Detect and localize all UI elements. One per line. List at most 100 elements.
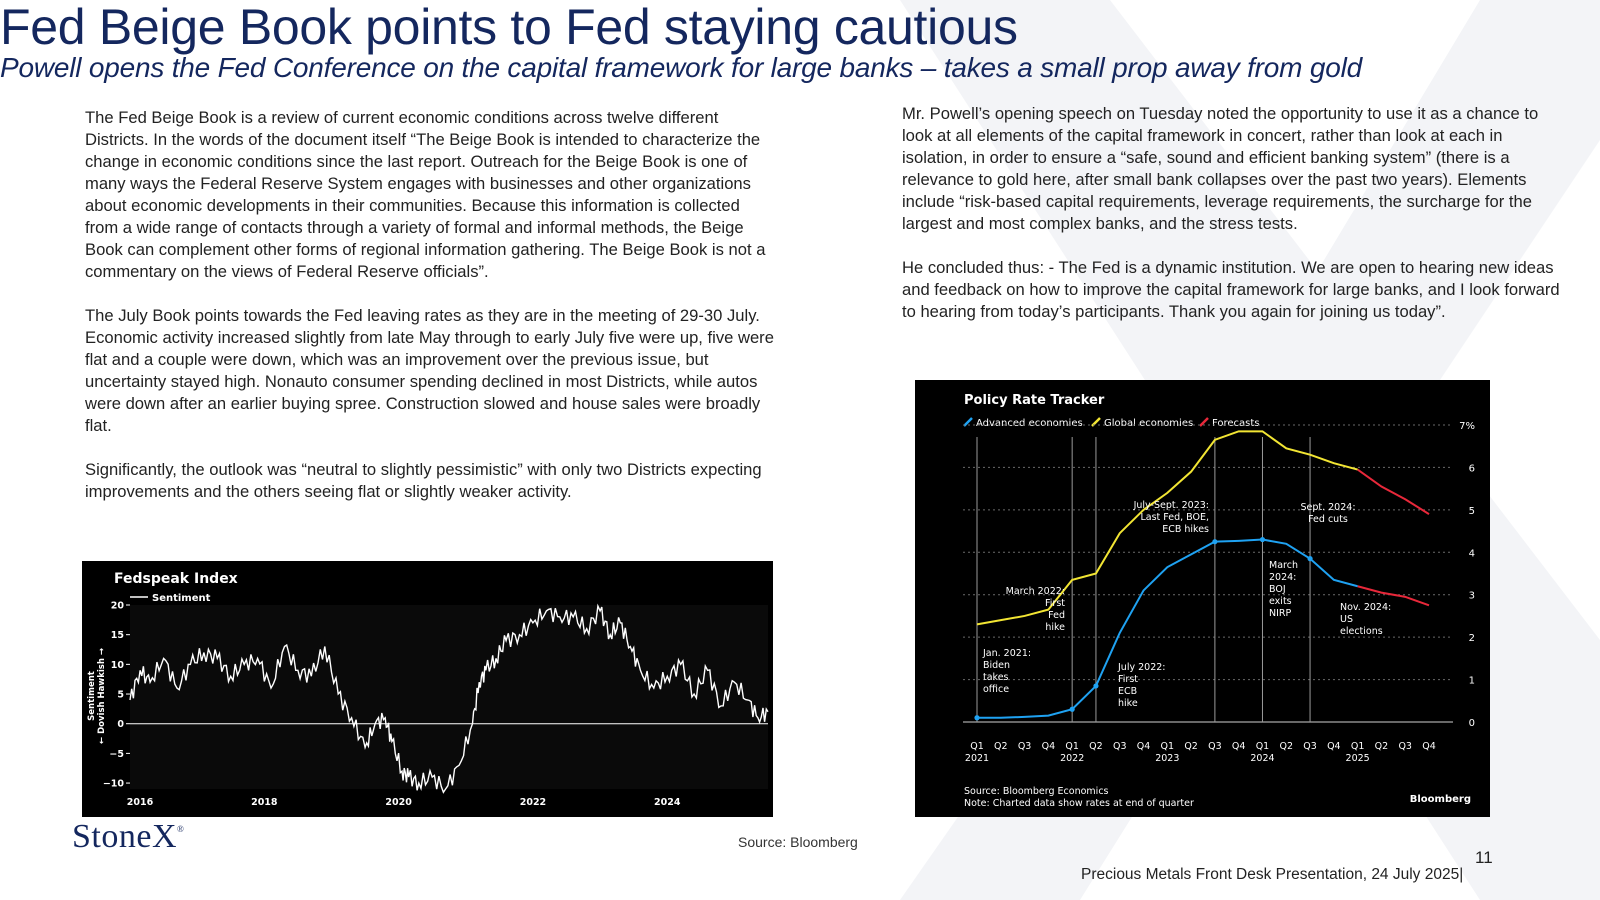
- policy-year-label: 2023: [1155, 753, 1179, 764]
- policy-annotation-line: ECB hikes: [1162, 524, 1209, 535]
- fedspeak-title: Fedspeak Index: [114, 571, 238, 587]
- policy-annotation-line: NIRP: [1269, 608, 1292, 619]
- policy-annotation-line: March: [1269, 560, 1298, 571]
- policy-quarter-label: Q2: [1089, 741, 1103, 752]
- fedspeak-ytick-label: 20: [111, 601, 125, 612]
- policy-ytick-label: 5: [1469, 506, 1475, 517]
- policy-quarter-label: Q3: [1018, 741, 1032, 752]
- policy-quarter-label: Q1: [970, 741, 984, 752]
- policy-quarter-label: Q3: [1303, 741, 1317, 752]
- fedspeak-xtick-label: 2020: [385, 797, 412, 808]
- policy-quarter-label: Q3: [1398, 741, 1412, 752]
- fedspeak-ytick-label: 15: [111, 630, 124, 641]
- fedspeak-xtick-label: 2022: [520, 797, 546, 808]
- policy-title: Policy Rate Tracker: [964, 393, 1105, 408]
- policy-annotation-line: BOJ: [1269, 584, 1286, 595]
- policy-brand: Bloomberg: [1410, 794, 1471, 805]
- policy-quarter-label: Q4: [1422, 741, 1436, 752]
- left-text-column: The Fed Beige Book is a review of curren…: [85, 107, 775, 525]
- policy-quarter-label: Q1: [1256, 741, 1270, 752]
- policy-chart-svg: Policy Rate Tracker Advanced economies Gl…: [963, 393, 1475, 809]
- advanced-event-point: [1069, 706, 1075, 712]
- policy-annotation-line: hike: [1045, 622, 1065, 633]
- fedspeak-legend-label: Sentiment: [152, 593, 211, 604]
- policy-annotation-line: 2024:: [1269, 572, 1296, 583]
- source-note: Source: Bloomberg: [738, 834, 858, 850]
- policy-annotation-line: exits: [1269, 596, 1292, 607]
- policy-quarter-label: Q2: [994, 741, 1008, 752]
- policy-quarter-label: Q4: [1137, 741, 1151, 752]
- policy-annotation-line: Last Fed, BOE,: [1140, 512, 1209, 523]
- fedspeak-sentiment-line: [129, 603, 769, 794]
- policy-annotation-line: Fed: [1048, 610, 1065, 621]
- fedspeak-plot-area: [130, 605, 768, 789]
- page-subtitle: Powell opens the Fed Conference on the c…: [0, 52, 1363, 83]
- policy-ytick-label: 2: [1469, 633, 1475, 644]
- advanced-event-point: [1212, 539, 1218, 545]
- policy-legend-swatch: [1199, 417, 1209, 427]
- advanced-event-point: [1259, 536, 1266, 543]
- policy-year-label: 2022: [1060, 753, 1084, 764]
- advanced-event-point: [1093, 683, 1099, 689]
- fedspeak-ytick-label: −5: [109, 749, 124, 760]
- policy-ytick-label: 7%: [1459, 421, 1475, 432]
- fedspeak-ylabel-top: Sentiment: [87, 671, 97, 721]
- policy-annotation-line: office: [983, 684, 1009, 695]
- page-title: Fed Beige Book points to Fed staying cau…: [0, 0, 1018, 55]
- policy-quarter-label: Q1: [1065, 741, 1079, 752]
- policy-ytick-label: 0: [1469, 718, 1475, 729]
- policy-annotation-line: hike: [1118, 698, 1138, 709]
- policy-annotation-line: First: [1118, 674, 1138, 685]
- policy-annotation-line: Fed cuts: [1308, 514, 1348, 525]
- policy-annotation-line: July-Sept. 2023:: [1133, 500, 1209, 511]
- paragraph-july-book: The July Book points towards the Fed lea…: [85, 306, 774, 435]
- policy-legend-label: Global economies: [1104, 418, 1193, 429]
- fedspeak-ytick-label: 5: [117, 690, 124, 701]
- fedspeak-chart-svg: Fedspeak Index Sentiment Sentiment ← Dov…: [87, 571, 769, 808]
- footer-text: Precious Metals Front Desk Presentation,…: [1081, 866, 1464, 883]
- policy-ytick-label: 3: [1469, 591, 1475, 602]
- fedspeak-xtick-label: 2016: [127, 797, 154, 808]
- stonex-logo: StoneX®: [72, 818, 184, 856]
- policy-annotation-line: ECB: [1118, 686, 1137, 697]
- policy-annotation-line: March 2022:: [1006, 586, 1065, 597]
- policy-rate-tracker-chart: Policy Rate Tracker Advanced economies Gl…: [915, 380, 1490, 817]
- policy-quarter-label: Q2: [1184, 741, 1198, 752]
- policy-legend-swatch: [963, 417, 973, 427]
- policy-annotation-line: July 2022:: [1117, 662, 1165, 673]
- policy-annotation-line: elections: [1340, 626, 1383, 637]
- policy-annotation-line: Sept. 2024:: [1300, 502, 1355, 513]
- policy-annotation-line: Nov. 2024:: [1340, 602, 1391, 613]
- policy-quarter-label: Q3: [1208, 741, 1222, 752]
- policy-annotation-line: Biden: [983, 660, 1010, 671]
- policy-legend-label: Forecasts: [1212, 418, 1260, 429]
- policy-year-label: 2025: [1346, 753, 1370, 764]
- policy-quarter-label: Q1: [1351, 741, 1365, 752]
- global-economies-line: [976, 430, 1358, 626]
- policy-quarter-label: Q4: [1042, 741, 1056, 752]
- policy-annotation-line: US: [1340, 614, 1353, 625]
- policy-quarter-label: Q1: [1161, 741, 1175, 752]
- policy-year-label: 2024: [1250, 753, 1274, 764]
- global-forecast-line: [1357, 468, 1430, 515]
- policy-ytick-label: 1: [1469, 676, 1475, 687]
- policy-ytick-label: 6: [1469, 463, 1475, 474]
- policy-annotation-line: First: [1045, 598, 1065, 609]
- policy-note: Note: Charted data show rates at end of …: [964, 798, 1194, 809]
- policy-source: Source: Bloomberg Economics: [964, 786, 1109, 797]
- fedspeak-ylabel: ← Dovish Hawkish →: [97, 648, 107, 744]
- paragraph-outlook: Significantly, the outlook was “neutral …: [85, 460, 762, 501]
- fedspeak-xtick-label: 2018: [251, 797, 278, 808]
- policy-year-label: 2021: [965, 753, 989, 764]
- policy-ytick-label: 4: [1469, 548, 1475, 559]
- policy-quarter-label: Q2: [1279, 741, 1293, 752]
- paragraph-beige-book-intro: The Fed Beige Book is a review of curren…: [85, 108, 766, 281]
- policy-annotation-line: Jan. 2021:: [982, 648, 1031, 659]
- logo-registered-mark: ®: [177, 824, 185, 834]
- page-number: 11: [1475, 848, 1493, 867]
- advanced-forecast-line: [1357, 585, 1430, 607]
- advanced-economies-line: [977, 538, 1358, 719]
- advanced-event-point: [974, 715, 980, 721]
- paragraph-powell-conclusion: He concluded thus: - The Fed is a dynami…: [902, 258, 1560, 321]
- paragraph-powell-speech: Mr. Powell’s opening speech on Tuesday n…: [902, 104, 1539, 233]
